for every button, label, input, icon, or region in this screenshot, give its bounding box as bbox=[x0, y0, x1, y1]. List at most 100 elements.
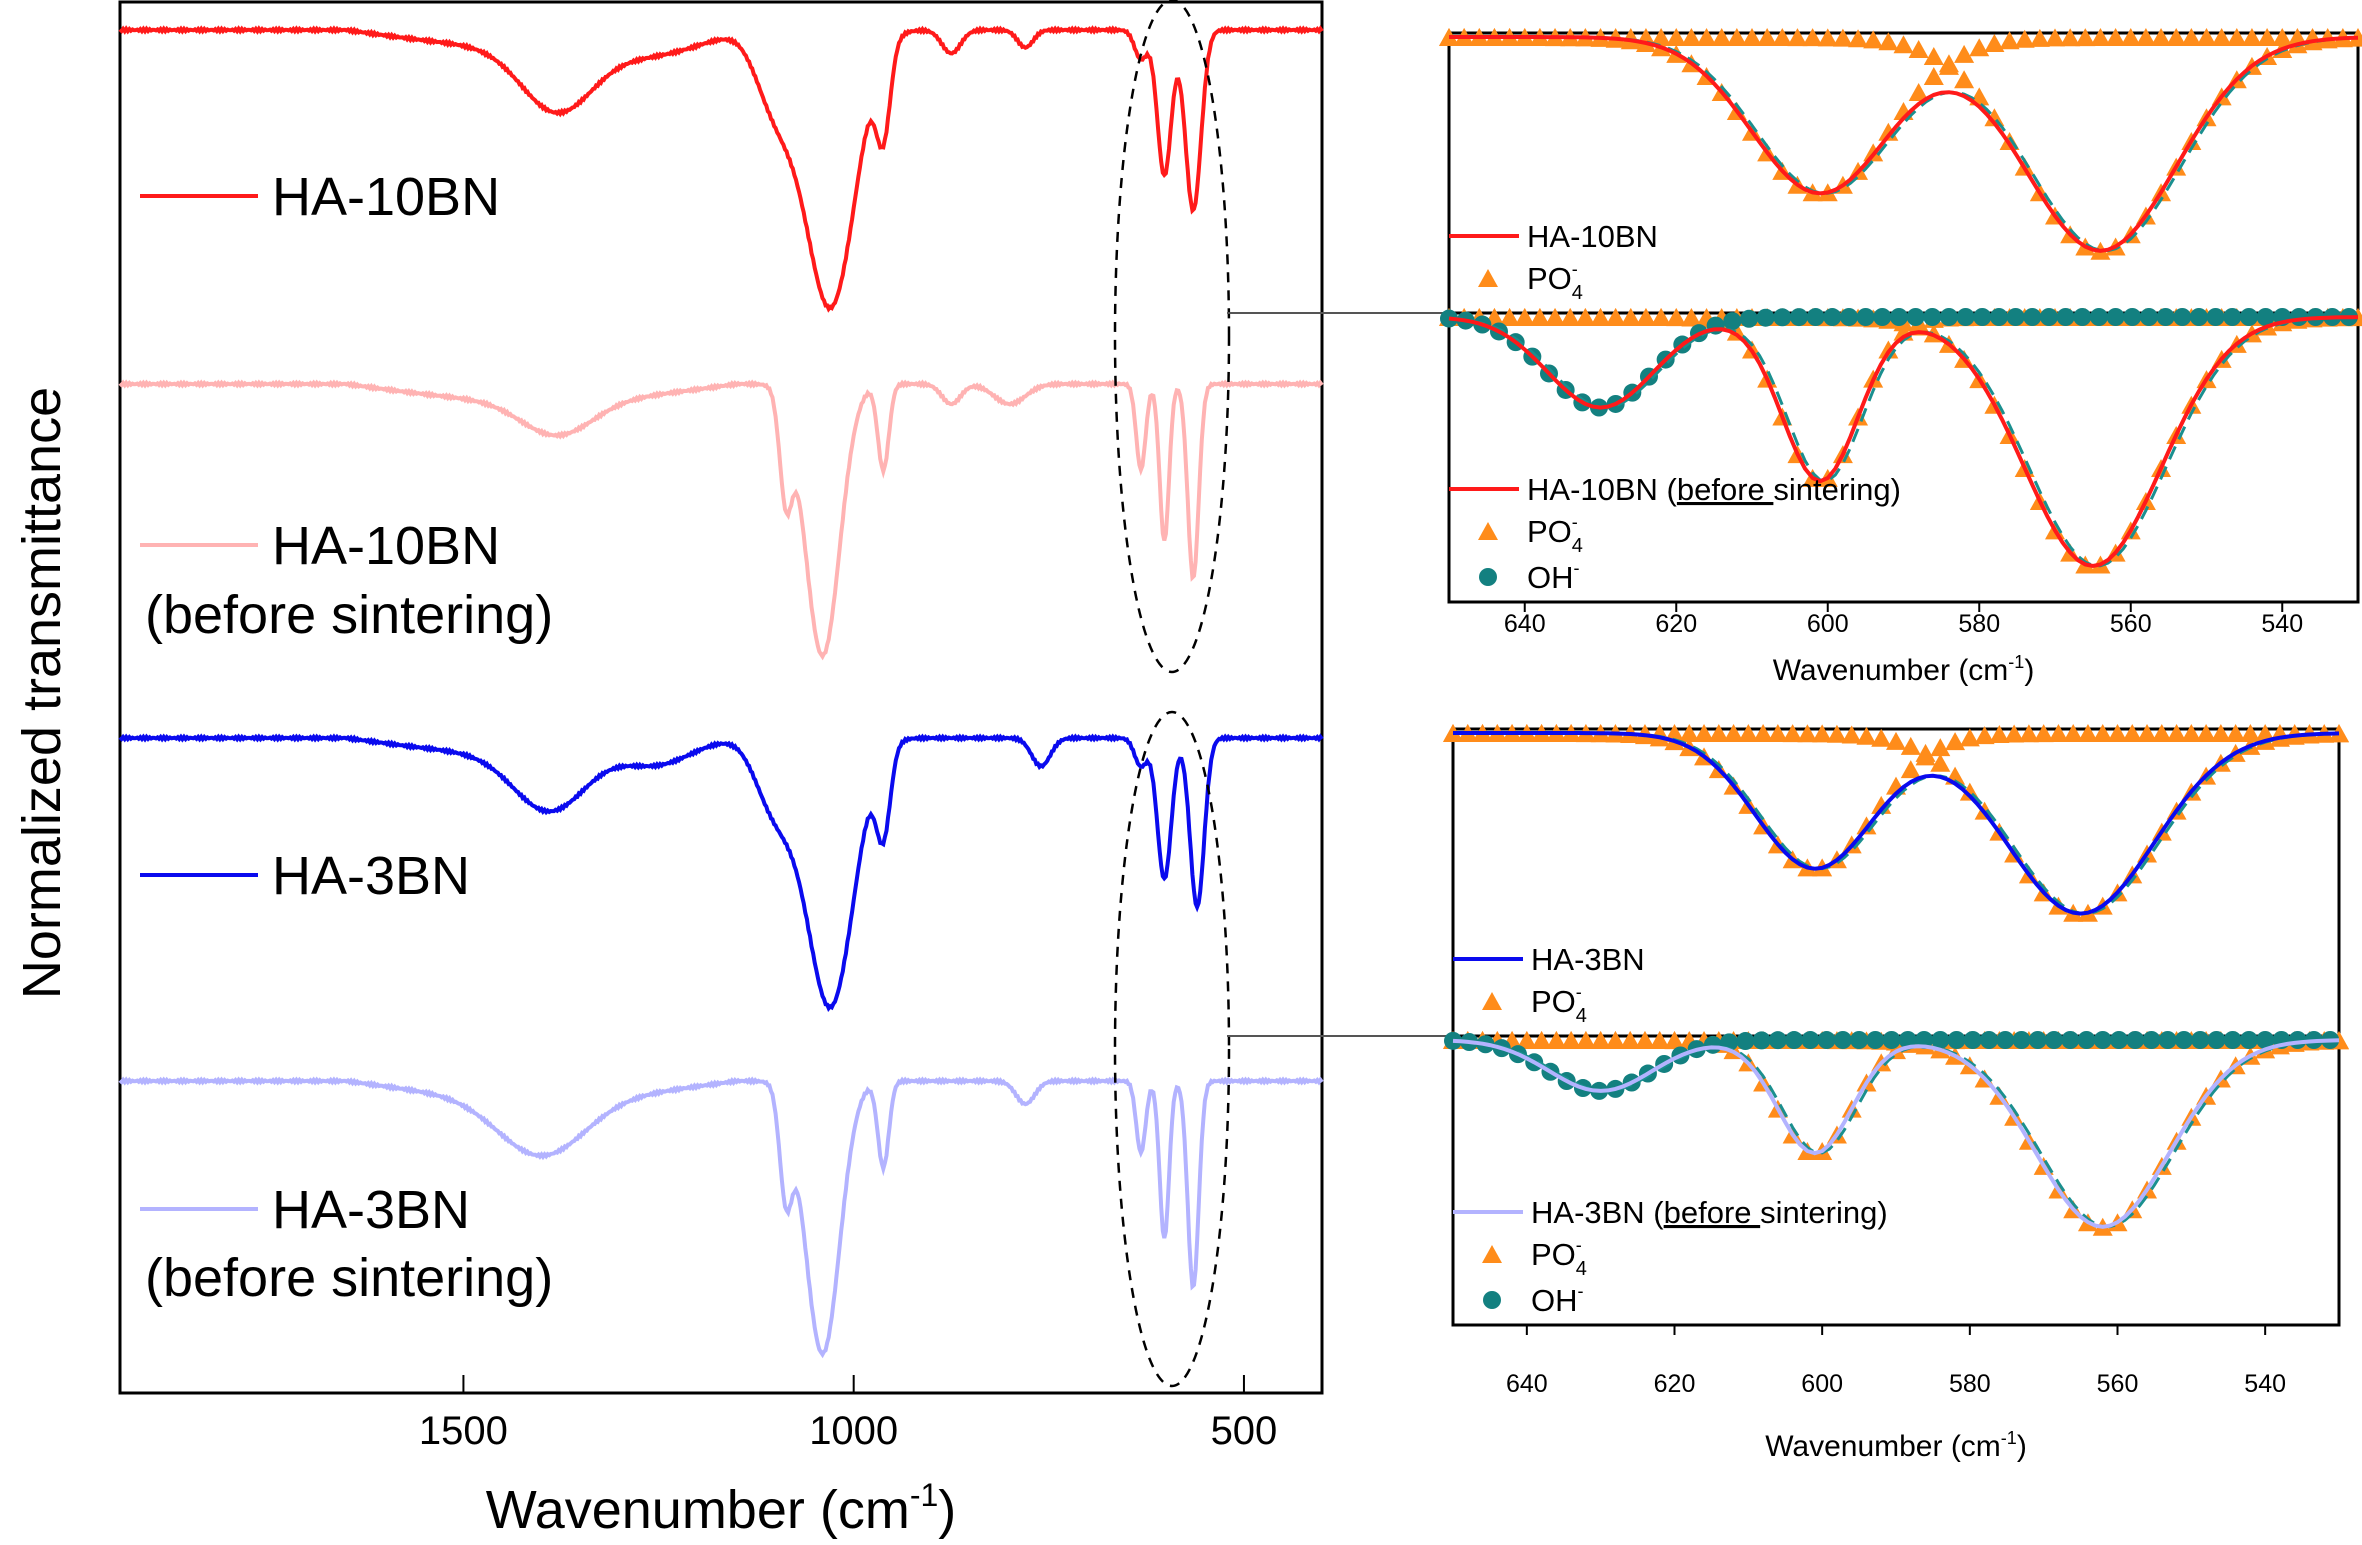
po4-marker bbox=[2105, 28, 2126, 47]
po4-marker bbox=[1848, 29, 1869, 48]
po4-marker bbox=[1900, 760, 1921, 779]
oh-marker bbox=[2006, 308, 2025, 326]
oh-marker bbox=[1889, 308, 1908, 326]
po4-marker bbox=[1742, 28, 1762, 47]
oh-marker bbox=[2206, 308, 2225, 326]
inset-x-tick-label: 600 bbox=[1807, 610, 1849, 638]
inset-legend-po4-label: PO-4 bbox=[1531, 1235, 1587, 1280]
fitted-envelope-dashed bbox=[1449, 35, 2359, 253]
po4-marker bbox=[1886, 731, 1906, 750]
oh-marker bbox=[2207, 1031, 2226, 1049]
po4-marker bbox=[1635, 308, 1656, 326]
measured-curve bbox=[1449, 35, 2359, 253]
inset-legend-po4-icon bbox=[1478, 522, 1498, 540]
po4-marker bbox=[1812, 724, 1833, 743]
po4-marker bbox=[2196, 28, 2217, 47]
legend-label-2: HA-3BN bbox=[272, 846, 470, 906]
po4-marker bbox=[1726, 28, 1747, 47]
oh-marker bbox=[1996, 1031, 2015, 1049]
oh-marker bbox=[1850, 1031, 1869, 1050]
oh-marker bbox=[1703, 1035, 1722, 1054]
po4-marker bbox=[2196, 724, 2217, 742]
po4-marker bbox=[1915, 743, 1936, 762]
oh-marker bbox=[1739, 309, 1758, 328]
inset-legend-po4-label: PO-4 bbox=[1527, 512, 1583, 557]
oh-marker bbox=[1931, 1031, 1950, 1049]
po4-marker bbox=[1826, 724, 1847, 743]
oh-marker bbox=[2089, 308, 2108, 326]
po4-marker bbox=[1666, 308, 1687, 326]
oh-marker bbox=[2073, 308, 2092, 326]
oh-marker bbox=[1956, 308, 1975, 326]
po4-marker bbox=[1516, 1031, 1537, 1049]
inset-x-tick-label: 620 bbox=[1654, 1370, 1696, 1398]
po4-marker bbox=[1738, 724, 1759, 743]
po4-marker bbox=[1620, 1031, 1641, 1049]
oh-marker bbox=[1882, 1031, 1901, 1049]
po4-marker bbox=[1863, 30, 1884, 49]
oh-marker bbox=[2056, 308, 2075, 326]
oh-marker bbox=[1806, 308, 1825, 327]
oh-marker bbox=[1898, 1031, 1917, 1049]
po4-marker bbox=[1930, 738, 1951, 757]
po4-marker bbox=[1954, 44, 1975, 63]
po4-marker bbox=[1856, 726, 1877, 745]
po4-marker bbox=[1832, 28, 1853, 47]
oh-marker bbox=[1833, 1031, 1852, 1050]
po4-marker bbox=[1546, 1031, 1567, 1049]
oh-marker bbox=[2239, 308, 2258, 326]
oh-marker bbox=[1756, 308, 1775, 327]
oh-marker bbox=[1752, 1031, 1771, 1050]
inset-x-tick-label: 620 bbox=[1655, 610, 1697, 638]
po4-marker bbox=[2092, 724, 2113, 743]
measured-curve bbox=[1453, 731, 2340, 916]
po4-marker bbox=[2063, 724, 2084, 743]
oh-marker bbox=[2223, 308, 2242, 326]
po4-marker bbox=[2210, 724, 2231, 742]
inset-legend-curve-label: HA-3BN bbox=[1531, 942, 1645, 977]
inset-x-tick-label: 640 bbox=[1506, 1370, 1548, 1398]
inset-x-tick-label: 560 bbox=[2110, 610, 2152, 638]
po4-marker bbox=[1711, 28, 1732, 47]
po4-marker bbox=[1651, 28, 1672, 47]
po4-marker bbox=[1797, 724, 1818, 743]
po4-marker bbox=[1531, 1031, 1552, 1049]
oh-marker bbox=[1839, 308, 1858, 327]
oh-marker bbox=[2174, 1031, 2193, 1049]
inset-panel-1: HA-10BN (before sintering) PO-4OH- bbox=[1439, 308, 2362, 604]
po4-marker bbox=[1772, 28, 1793, 47]
po4-marker bbox=[2272, 28, 2293, 46]
inset-legend-curve-label: HA-10BN (before sintering) bbox=[1527, 472, 1901, 507]
inset-panel-frame bbox=[1447, 311, 2360, 604]
inset-legend-curve-label: HA-3BN (before sintering) bbox=[1531, 1195, 1888, 1230]
oh-marker bbox=[2012, 1031, 2031, 1049]
po4-marker bbox=[1945, 732, 1966, 751]
po4-marker bbox=[1681, 28, 1702, 47]
inset-panel-0: HA-10BN PO-4 bbox=[1439, 28, 2362, 315]
po4-marker bbox=[2077, 724, 2098, 743]
oh-marker bbox=[1789, 308, 1808, 327]
po4-marker bbox=[2166, 28, 2187, 47]
po4-marker bbox=[2257, 28, 2278, 46]
x-axis-label: Wavenumber (cm-1) bbox=[486, 1477, 957, 1540]
po4-marker bbox=[1694, 724, 1715, 743]
inset-x-tick-label: 640 bbox=[1504, 610, 1546, 638]
oh-marker bbox=[2109, 1031, 2128, 1049]
po4-marker bbox=[1529, 308, 1550, 326]
po4-marker bbox=[1900, 736, 1921, 755]
inset-legend-po4-icon bbox=[1478, 269, 1498, 287]
y-axis-label: Normalized transmittance bbox=[12, 387, 72, 999]
oh-marker bbox=[2045, 1031, 2064, 1049]
po4-marker bbox=[1908, 39, 1929, 58]
inset-x-tick-label: 540 bbox=[2261, 610, 2303, 638]
spectrum-line-3 bbox=[118, 1076, 1324, 1359]
po4-marker bbox=[1605, 1031, 1626, 1049]
inset-ha-10bn: HA-10BN PO-4 HA-10BN (before sintering) PO-… bbox=[1439, 28, 2362, 687]
po4-marker bbox=[1708, 724, 1729, 743]
main-chart: 1500 1000 500 HA-10BN HA-10BN (before sinter… bbox=[12, 0, 1453, 1540]
oh-marker bbox=[1817, 1031, 1836, 1050]
oh-marker bbox=[1873, 308, 1892, 327]
inset-legend-oh-icon bbox=[1483, 1291, 1501, 1309]
